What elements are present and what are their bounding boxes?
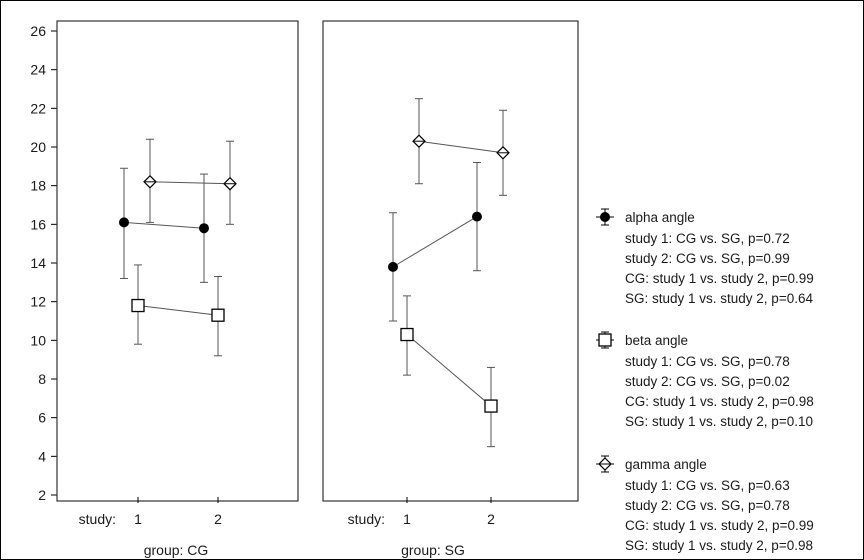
- data-point: [388, 261, 398, 272]
- legend-note: SG: study 1 vs. study 2, p=0.64: [625, 291, 813, 306]
- legend-note: CG: study 1 vs. study 2, p=0.99: [625, 518, 814, 533]
- x-tick-label: 2: [214, 511, 222, 527]
- y-tick-label: 22: [30, 100, 46, 116]
- y-tick-label: 20: [30, 139, 46, 155]
- series-line: [418, 140, 504, 154]
- legend-item-alpha-angle: alpha angle study 1: CG vs. SG, p=0.72 stu…: [596, 208, 814, 306]
- legend-note: CG: study 1 vs. study 2, p=0.99: [625, 271, 814, 286]
- y-tick-label: 12: [30, 294, 46, 310]
- legend-marker: [598, 333, 612, 347]
- series-line: [392, 216, 478, 268]
- data-point: [131, 298, 145, 313]
- panel-label: group: CG: [144, 542, 209, 558]
- legend-note: study 1: CG vs. SG, p=0.72: [625, 231, 790, 246]
- y-tick-label: 10: [30, 332, 46, 348]
- data-point: [199, 223, 209, 234]
- x-prefix-label: study:: [79, 511, 116, 527]
- legend: alpha angle study 1: CG vs. SG, p=0.72 stu…: [596, 208, 814, 553]
- legend-label: beta angle: [625, 333, 688, 348]
- y-tick-label: 8: [38, 371, 46, 387]
- legend-marker: [600, 212, 610, 222]
- y-tick-label: 18: [30, 178, 46, 194]
- data-point: [484, 399, 498, 413]
- y-tick-label: 4: [38, 448, 46, 464]
- series-line: [123, 221, 205, 229]
- legend-note: study 1: CG vs. SG, p=0.63: [625, 478, 790, 493]
- legend-item-beta-angle: beta angle study 1: CG vs. SG, p=0.78 stud…: [596, 331, 814, 429]
- y-tick-label: 16: [30, 216, 46, 232]
- series-alpha-angle: [388, 161, 482, 322]
- data-point: [211, 308, 225, 322]
- y-tick-label: 24: [30, 62, 46, 78]
- y-tick-label: 26: [30, 23, 46, 39]
- legend-note: SG: study 1 vs. study 2, p=0.10: [625, 414, 813, 429]
- data-point: [472, 211, 482, 222]
- panel-2: 1 2 study: group: SG: [322, 20, 579, 558]
- series-line: [137, 305, 219, 316]
- legend-note: SG: study 1 vs. study 2, p=0.98: [625, 538, 813, 553]
- data-point: [400, 327, 414, 342]
- legend-note: CG: study 1 vs. study 2, p=0.98: [625, 394, 814, 409]
- series-alpha-angle: [119, 167, 209, 283]
- legend-label: alpha angle: [625, 210, 695, 225]
- data-point: [119, 217, 129, 228]
- series-line: [406, 334, 492, 407]
- panel-label: group: SG: [401, 542, 465, 558]
- legend-note: study 2: CG vs. SG, p=0.02: [625, 374, 790, 389]
- panel-frame: [56, 20, 299, 502]
- x-tick-label: 2: [487, 511, 495, 527]
- x-prefix-label: study:: [348, 511, 385, 527]
- series-beta-angle: [131, 264, 225, 357]
- series-beta-angle: [400, 295, 498, 448]
- legend-item-gamma-angle: gamma angle study 1: CG vs. SG, p=0.63 stu…: [596, 455, 814, 553]
- series-gamma-angle: [412, 98, 510, 196]
- x-tick-label: 1: [403, 511, 411, 527]
- legend-note: study 1: CG vs. SG, p=0.78: [625, 354, 790, 369]
- panel-frame: [322, 20, 579, 502]
- legend-note: study 2: CG vs. SG, p=0.78: [625, 498, 790, 513]
- y-tick-label: 14: [30, 255, 46, 271]
- y-tick-label: 2: [38, 487, 46, 503]
- series-line: [149, 181, 231, 185]
- series-gamma-angle: [143, 138, 237, 225]
- y-tick-label: 6: [38, 410, 46, 426]
- legend-note: study 2: CG vs. SG, p=0.99: [625, 251, 790, 266]
- legend-label: gamma angle: [625, 457, 707, 472]
- x-tick-label: 1: [134, 511, 142, 527]
- panel-1: 1 2 study: group: CG: [56, 20, 299, 558]
